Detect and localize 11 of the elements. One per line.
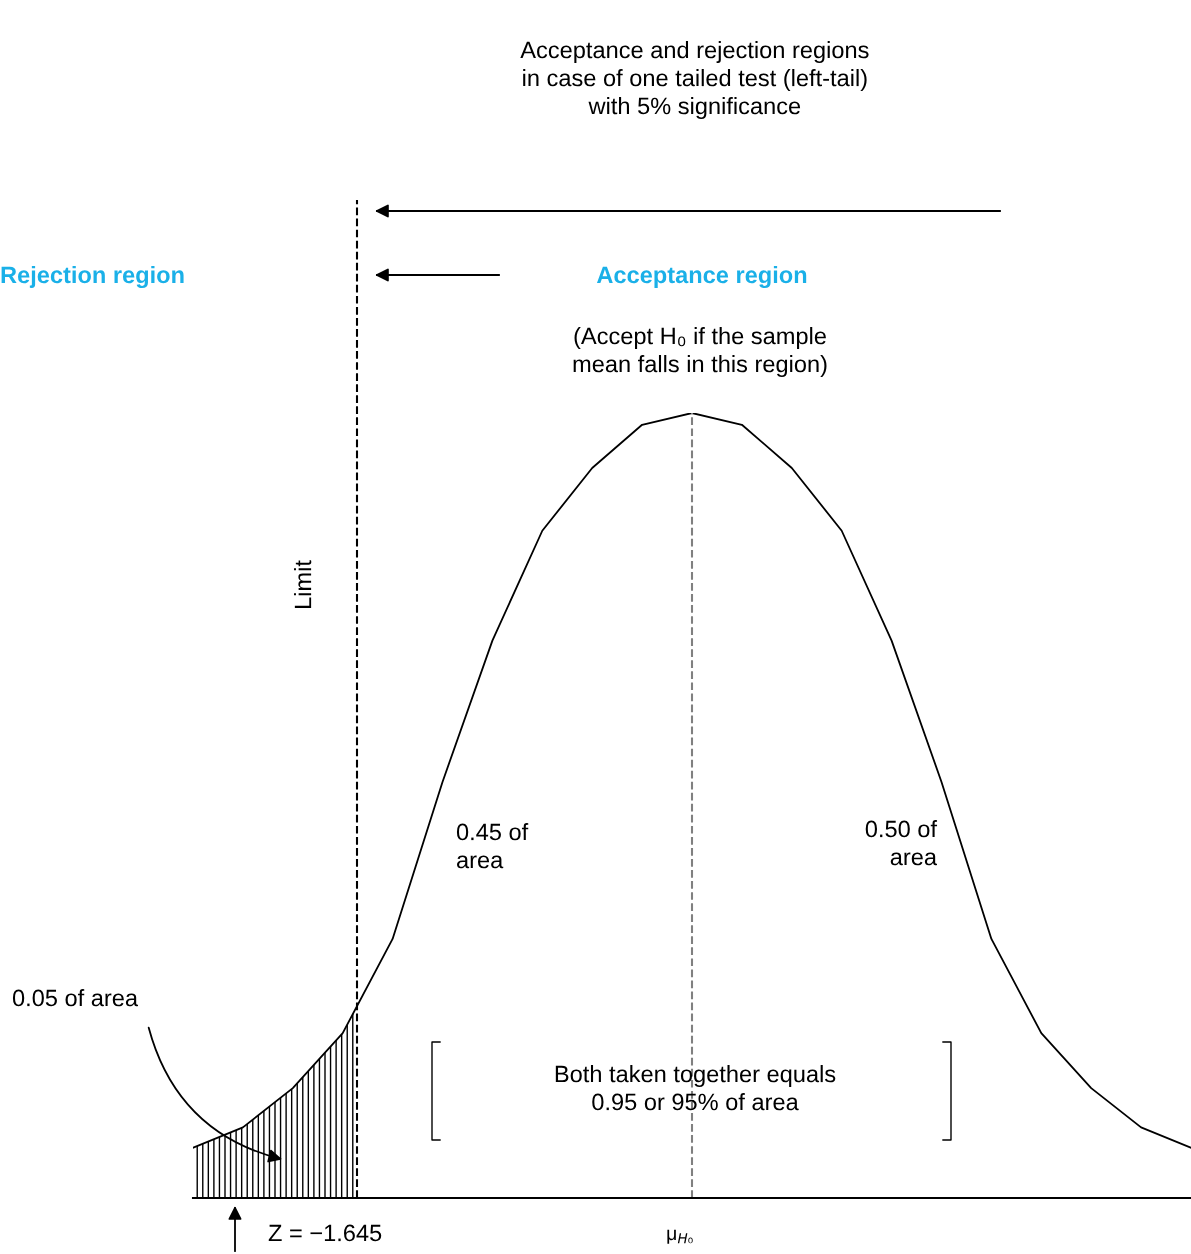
annotation: 0.45 of area — [456, 823, 529, 869]
chart-title: Acceptance and rejection regions in case of one tailed test (left-tail) with 5% significance — [520, 41, 869, 119]
annotation: 0.50 of area — [865, 820, 938, 866]
text: Z = −1.645 — [268, 1224, 382, 1242]
text: Acceptance region — [596, 265, 807, 289]
text: 0.05 of area — [12, 989, 139, 1007]
text: μ$_{H₀}$ — [667, 1229, 693, 1244]
text: Rejection region — [1, 265, 184, 289]
annotation: Limit — [293, 560, 312, 608]
annotation: Both taken together equals 0.95 or 95% of area — [555, 1065, 836, 1111]
text: (Accept H₀ if the sample mean falls in this region) — [573, 327, 827, 377]
